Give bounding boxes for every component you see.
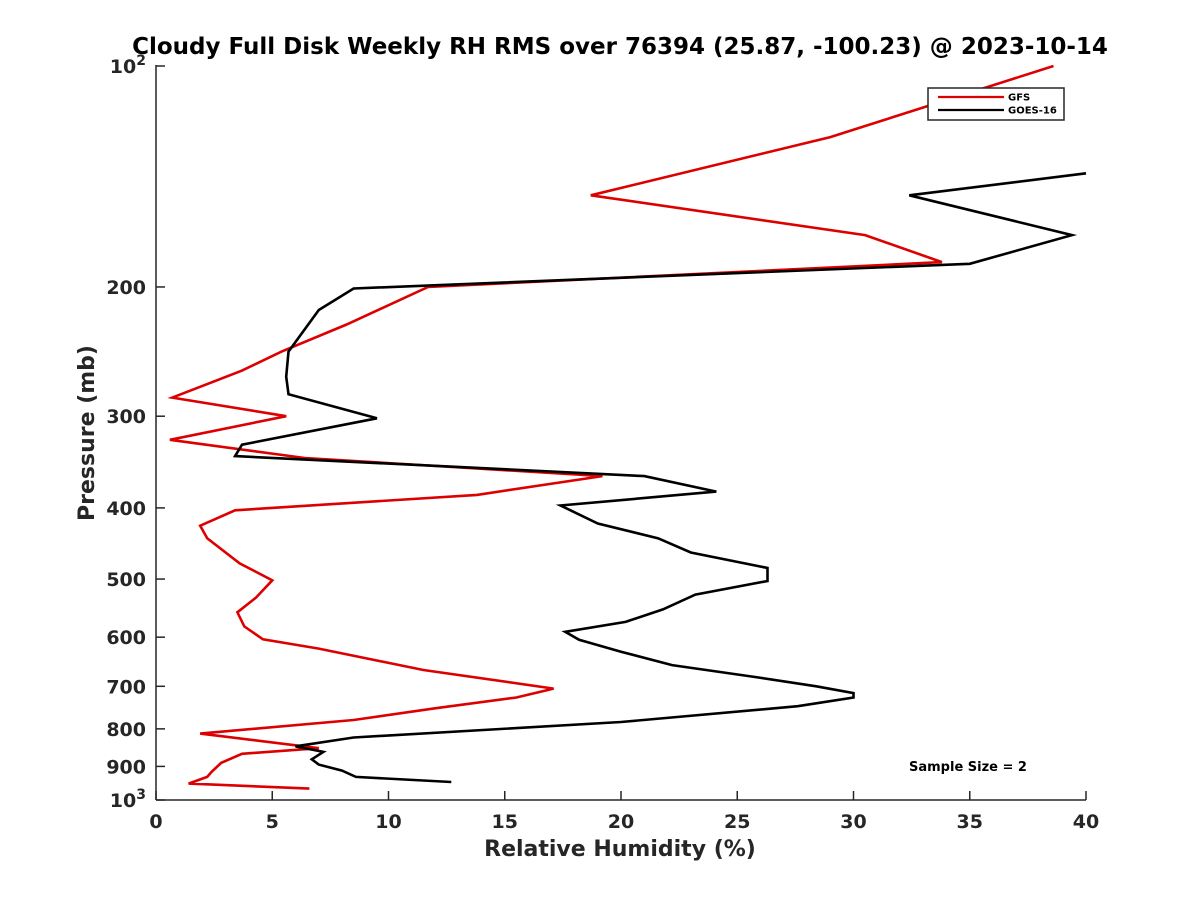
chart-title: Cloudy Full Disk Weekly RH RMS over 7639… <box>132 34 1108 60</box>
y-tick-label: 300 <box>106 406 146 428</box>
y-tick-label: 600 <box>106 627 146 649</box>
x-tick-label: 25 <box>724 811 750 833</box>
x-tick-label: 20 <box>608 811 634 833</box>
y-tick-label: 500 <box>106 569 146 591</box>
legend-label: GOES-16 <box>1008 106 1057 117</box>
y-tick-label: 400 <box>106 498 146 520</box>
y-tick-label: 800 <box>106 719 146 741</box>
x-tick-label: 15 <box>492 811 518 833</box>
series-layer <box>167 64 1087 790</box>
y-tick-label: 700 <box>106 676 146 698</box>
ticks-layer: 0 5 10 15 20 25 30 35 40 102 200 300 400 500 600 700 800… <box>106 53 1099 833</box>
series-line-gfs <box>167 64 1054 790</box>
x-tick-label: 10 <box>375 811 401 833</box>
x-tick-label: 40 <box>1073 811 1099 833</box>
series-line-goes-16 <box>232 172 1087 784</box>
y-tick-label: 900 <box>106 756 146 778</box>
legend-box <box>927 87 1065 121</box>
axes-layer <box>155 65 1086 801</box>
x-axis-label: Relative Humidity (%) <box>484 837 756 862</box>
legend: GFS GOES-16 <box>927 87 1065 121</box>
y-tick-label: 200 <box>106 277 146 299</box>
y-tick-label: 102 <box>110 53 146 78</box>
x-tick-label: 0 <box>149 811 162 833</box>
legend-label: GFS <box>1008 93 1030 104</box>
x-tick-label: 35 <box>957 811 983 833</box>
y-axis-label: Pressure (mb) <box>75 345 100 521</box>
y-tick-label: 103 <box>110 787 146 812</box>
sample-size-annotation: Sample Size = 2 <box>909 760 1027 775</box>
x-tick-label: 30 <box>840 811 866 833</box>
x-tick-label: 5 <box>266 811 279 833</box>
